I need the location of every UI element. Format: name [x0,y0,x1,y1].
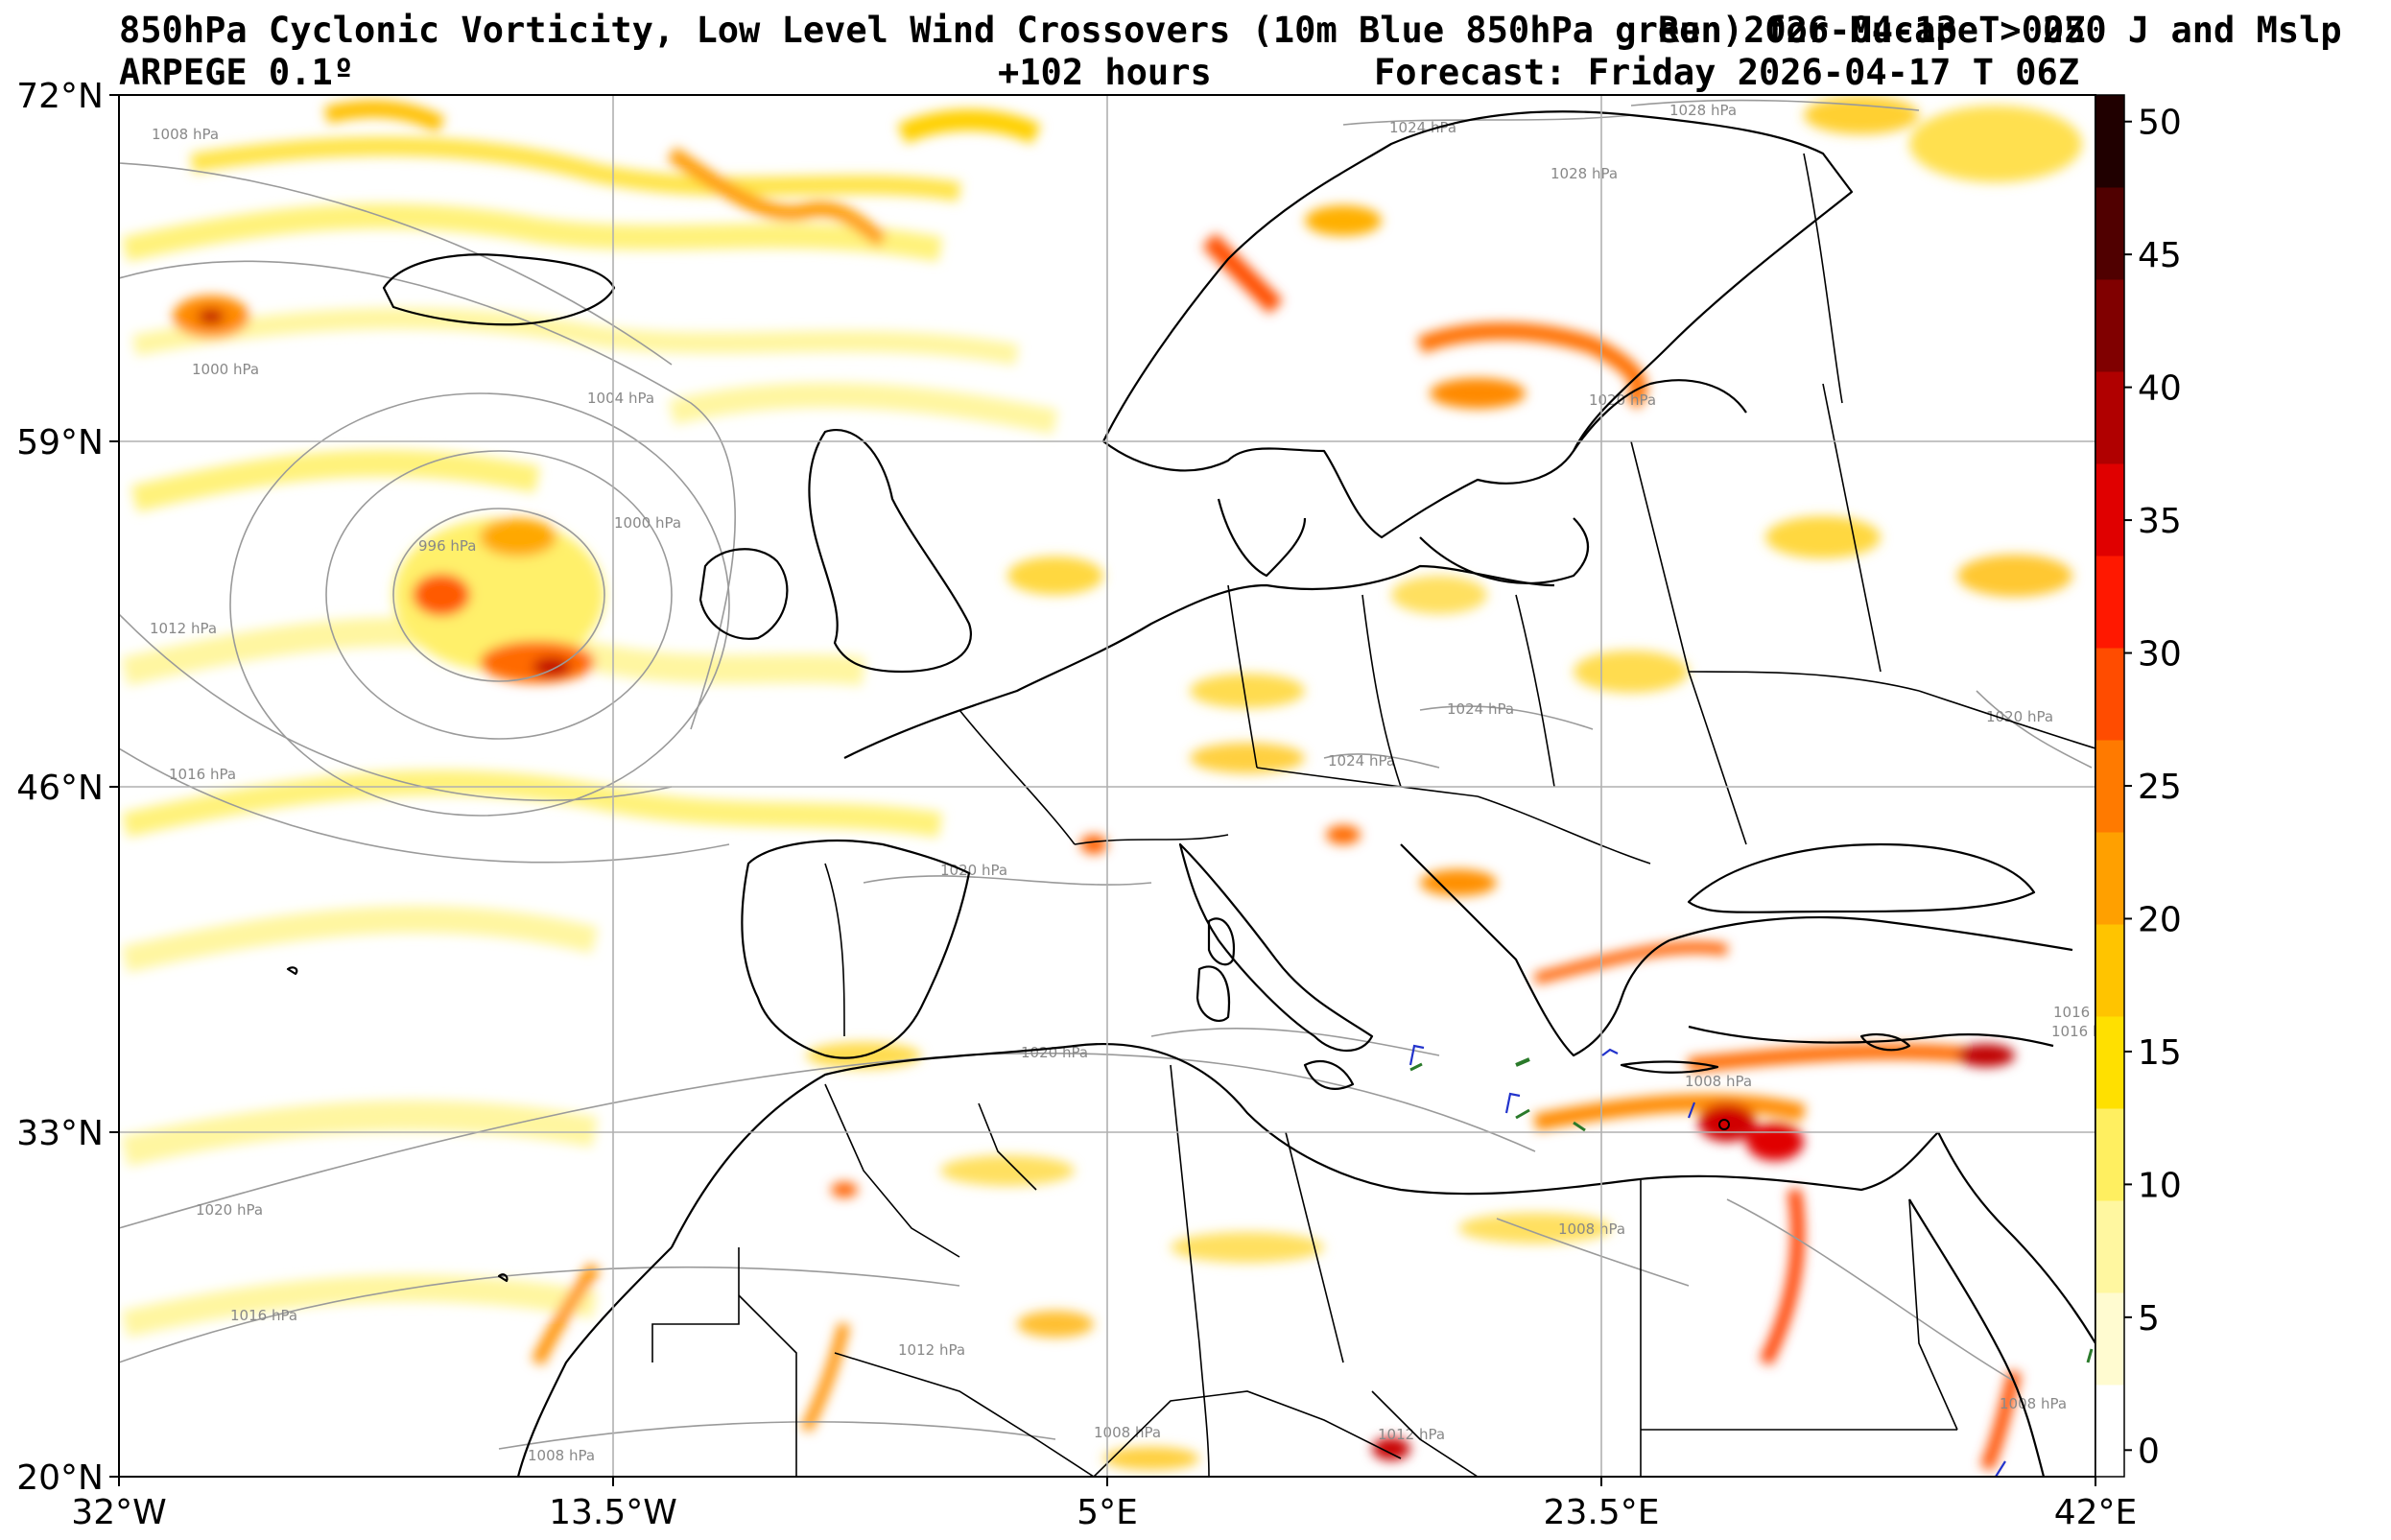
lat-label: 72°N [16,77,104,116]
isobar-label: 1024 hPa [1389,119,1456,136]
colorbar-band [2095,740,2124,833]
lead-time-label: +102 hours [998,52,1212,93]
isobar-label: 1024 hPa [1447,700,1514,718]
colorbar-bands [2095,95,2124,1478]
lon-label: 23.5°E [1544,1493,1660,1532]
lon-label: 42°E [2054,1493,2138,1532]
isobar-label: 1016 hPa [2053,1004,2120,1021]
isobar-label: 1028 hPa [1551,165,1618,182]
isobar-label: 1012 hPa [898,1341,965,1359]
isobar-label: 1008 hPa [1094,1424,1161,1441]
isobar-labels: 1008 hPa 1000 hPa 1004 hPa 996 hPa 1000 … [150,102,2120,1464]
title-line1: 850hPa Cyclonic Vorticity, Low Level Win… [119,10,2342,51]
lon-label: 5°E [1077,1493,1138,1532]
isobar-label: 1020 hPa [1986,708,2053,725]
lat-label: 46°N [16,769,104,808]
isobar-label: 1020 hPa [1021,1044,1088,1061]
wind-crossover-barbs [1409,1044,2094,1477]
colorbar-band [2095,1108,2124,1201]
isobar-label: 1020 hPa [940,862,1007,879]
colorbar-band [2095,279,2124,372]
colorbar-band [2095,187,2124,280]
isobar-label: 1020 hPa [1589,391,1656,409]
lon-label: 32°W [71,1493,166,1532]
colorbar-band [2095,648,2124,741]
model-label: ARPEGE 0.1º [119,52,354,93]
isobar-label: 1008 hPa [1558,1220,1625,1238]
isobar-label: 1008 hPa [152,126,219,143]
colorbar-band [2095,463,2124,557]
isobar-label: 1008 hPa [2000,1395,2067,1412]
isobar-label: 996 hPa [418,537,476,555]
latitude-labels: 72°N 59°N 46°N 33°N 20°N [16,77,104,1498]
colorbar-band [2095,924,2124,1017]
isobar-label: 1024 hPa [1328,752,1395,770]
colorbar-band [2095,371,2124,464]
colorbar: 0 5 10 15 20 25 30 35 40 45 50 [2095,94,2182,1478]
colorbar-tick-label: 15 [2138,1033,2182,1073]
colorbar-tick-label: 35 [2138,502,2182,541]
longitude-labels: 32°W 13.5°W 5°E 23.5°E 42°E [71,1493,2137,1532]
colorbar-tick-label: 30 [2138,635,2182,675]
colorbar-tick-label: 50 [2138,104,2182,143]
graticule [119,95,2095,1477]
isobar-label: 1012 hPa [150,620,217,637]
isobar-label: 1016 hPa [230,1307,297,1324]
isobar-label: 1012 hPa [1378,1426,1445,1443]
isobar-label: 1008 hPa [1685,1073,1752,1090]
colorbar-tick-label: 25 [2138,768,2182,807]
isobar-label: 1000 hPa [614,514,681,532]
isobar-label: 1020 hPa [196,1201,263,1219]
colorbar-tick-label: 0 [2138,1432,2160,1471]
isobar-label: 1016 hPa [169,766,236,783]
colorbar-band [2095,1016,2124,1109]
isobar-label: 1016 hPa [2051,1023,2119,1040]
map-panel: 1008 hPa 1000 hPa 1004 hPa 996 hPa 1000 … [119,95,2120,1477]
isobar-label: 1000 hPa [192,361,259,378]
forecast-time-label: Forecast: Friday 2026-04-17 T 06Z [1374,52,2079,93]
lat-label: 20°N [16,1458,104,1498]
colorbar-band [2095,556,2124,649]
colorbar-band [2095,1292,2124,1386]
axis-ticks [109,94,2096,1486]
colorbar-band [2095,1200,2124,1293]
colorbar-band [2095,832,2124,925]
isobar-label: 1004 hPa [587,390,654,407]
lat-label: 59°N [16,423,104,462]
colorbar-band [2095,95,2124,188]
isobar-label: 1008 hPa [528,1447,595,1464]
isobar-label: 1028 hPa [1669,102,1737,119]
vorticity-field [121,96,2082,1472]
colorbar-ticks: 0 5 10 15 20 25 30 35 40 45 50 [2124,104,2182,1471]
colorbar-tick-label: 45 [2138,236,2182,275]
colorbar-tick-label: 10 [2138,1166,2182,1205]
country-borders [651,153,2095,1477]
run-time-label: Run 2026-04-13 T 00Z [1658,10,2086,51]
lon-label: 13.5°W [549,1493,677,1532]
colorbar-tick-label: 20 [2138,900,2182,939]
colorbar-tick-label: 40 [2138,369,2182,409]
colorbar-band [2095,1385,2124,1478]
colorbar-tick-label: 5 [2138,1299,2160,1339]
lat-label: 33°N [16,1114,104,1153]
